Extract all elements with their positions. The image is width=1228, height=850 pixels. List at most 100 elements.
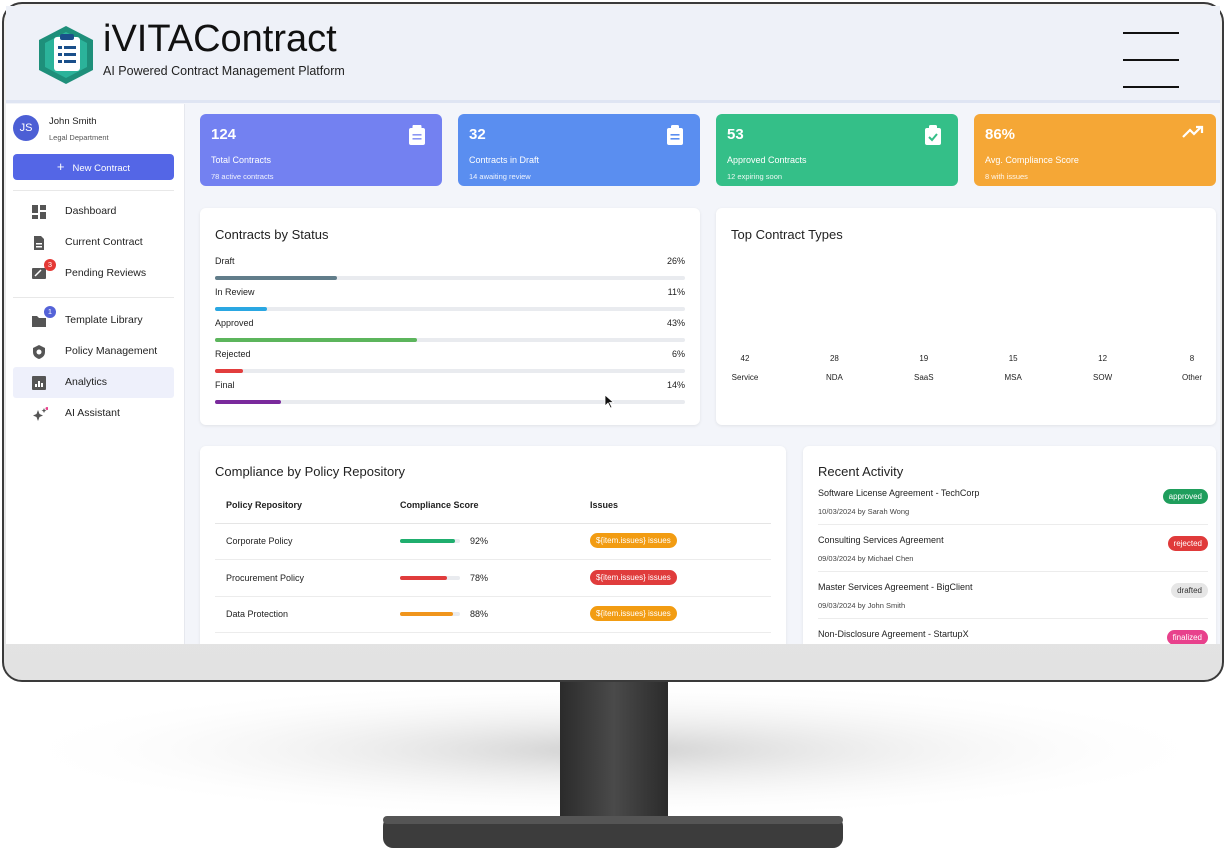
stat-label: Approved Contracts bbox=[727, 155, 807, 165]
card-title: Recent Activity bbox=[818, 464, 904, 479]
column-header: Compliance Score bbox=[400, 500, 479, 510]
type-label: NDA bbox=[825, 373, 843, 382]
stat-icon-shape bbox=[1182, 125, 1204, 138]
new-contract-button[interactable]: + New Contract bbox=[13, 154, 174, 180]
nav-icon-shape bbox=[32, 376, 46, 390]
status-pill: finalized bbox=[1166, 630, 1208, 644]
stat-icon bbox=[924, 125, 946, 145]
type-label: Other bbox=[1181, 373, 1202, 382]
nav-item[interactable]: AI Assistant bbox=[13, 398, 174, 429]
nav-item[interactable]: Pending Reviews 3 bbox=[13, 258, 174, 289]
stat-card: 32 Contracts in Draft 14 awaiting review bbox=[458, 114, 700, 186]
nav-icon-shape bbox=[32, 205, 46, 219]
type-count: 28 bbox=[829, 354, 839, 363]
nav-icon-shape bbox=[32, 316, 46, 327]
stat-card: 86% Avg. Compliance Score 8 with issues bbox=[974, 114, 1216, 186]
issues-pill: ${item.issues} issues bbox=[590, 533, 677, 548]
header-divider bbox=[6, 100, 1220, 103]
nav-icon bbox=[32, 236, 48, 252]
policy-name: Data Protection bbox=[226, 609, 289, 619]
activity-title: Software License Agreement - TechCorp bbox=[818, 488, 980, 498]
status-bar bbox=[215, 338, 418, 342]
status-track bbox=[215, 400, 685, 404]
score-bar bbox=[400, 575, 447, 580]
status-pill: drafted bbox=[1171, 583, 1208, 598]
screen: iVITAContract AI Powered Contract Manage… bbox=[6, 6, 1220, 644]
type-label: Service bbox=[731, 373, 759, 382]
score-track bbox=[400, 575, 460, 580]
status-track bbox=[215, 369, 685, 373]
menu-button[interactable] bbox=[1123, 30, 1181, 92]
type-label: SOW bbox=[1093, 373, 1113, 382]
status-track bbox=[215, 307, 685, 311]
stat-note: 14 awaiting review bbox=[469, 172, 531, 181]
monitor-stand bbox=[4, 680, 1224, 848]
nav-icon bbox=[32, 345, 48, 361]
stat-icon-shape bbox=[667, 125, 683, 145]
nav-badge: 1 bbox=[44, 306, 56, 318]
nav-label: Policy Management bbox=[65, 345, 158, 357]
nav-badge: 3 bbox=[44, 259, 56, 271]
stat-value: 86% bbox=[985, 126, 1016, 143]
nav-item[interactable]: Policy Management bbox=[13, 336, 174, 367]
issues-pill: ${item.issues} issues bbox=[590, 606, 677, 621]
issues-pill: ${item.issues} issues bbox=[590, 569, 677, 585]
nav-label: Analytics bbox=[65, 376, 108, 388]
column-header: Policy Repository bbox=[226, 500, 303, 510]
nav-icon bbox=[32, 205, 48, 221]
status-percent: 43% bbox=[666, 318, 685, 328]
nav-label: Dashboard bbox=[65, 205, 117, 217]
stat-note: 12 expiring soon bbox=[727, 172, 783, 181]
stat-label: Contracts in Draft bbox=[469, 155, 540, 165]
nav-icon bbox=[32, 314, 48, 330]
nav-item[interactable]: Dashboard bbox=[13, 196, 174, 227]
status-label: Approved bbox=[215, 318, 254, 328]
status-percent: 11% bbox=[667, 287, 685, 297]
compliance-card: Compliance by Policy Repository Policy Re… bbox=[200, 446, 786, 644]
nav-label: AI Assistant bbox=[65, 407, 120, 419]
mouse-cursor-shape bbox=[604, 394, 615, 409]
app-subtitle: AI Powered Contract Management Platform bbox=[103, 64, 345, 78]
type-count: 12 bbox=[1098, 354, 1108, 363]
status-pill: approved bbox=[1162, 489, 1208, 504]
nav-icon-shape bbox=[32, 268, 46, 279]
type-label: SaaS bbox=[914, 373, 934, 382]
status-label: Draft bbox=[215, 256, 235, 266]
activity-meta: 09/03/2024 by John Smith bbox=[818, 601, 906, 610]
policy-name: Corporate Policy bbox=[226, 536, 293, 546]
type-label: MSA bbox=[1004, 373, 1022, 382]
nav-label: Pending Reviews bbox=[65, 267, 147, 279]
score-track bbox=[400, 612, 460, 616]
status-percent: 26% bbox=[666, 256, 685, 266]
nav-item[interactable]: Template Library 1 bbox=[13, 305, 174, 336]
score-track bbox=[400, 539, 460, 543]
stat-note: 8 with issues bbox=[985, 172, 1028, 181]
nav-icon bbox=[32, 376, 48, 392]
nav-item[interactable]: Current Contract bbox=[13, 227, 174, 258]
stat-card: 53 Approved Contracts 12 expiring soon bbox=[716, 114, 958, 186]
divider bbox=[13, 297, 174, 298]
logo bbox=[39, 26, 93, 84]
row-divider bbox=[215, 559, 771, 560]
mouse-cursor bbox=[604, 394, 616, 410]
activity-title: Master Services Agreement - BigClient bbox=[818, 582, 973, 592]
stat-note: 78 active contracts bbox=[211, 172, 274, 181]
card-title: Top Contract Types bbox=[731, 227, 843, 242]
stat-icon bbox=[1182, 125, 1204, 145]
card-title: Compliance by Policy Repository bbox=[215, 464, 406, 479]
nav-label: Current Contract bbox=[65, 236, 143, 248]
type-count: 15 bbox=[1008, 354, 1018, 363]
stat-label: Avg. Compliance Score bbox=[985, 155, 1079, 165]
stat-label: Total Contracts bbox=[211, 155, 272, 165]
header: iVITAContract AI Powered Contract Manage… bbox=[6, 6, 1220, 100]
type-count: 19 bbox=[919, 354, 929, 363]
score-bar bbox=[400, 539, 456, 543]
score-label: 88% bbox=[470, 609, 489, 619]
status-bar bbox=[215, 276, 338, 280]
nav-item[interactable]: Analytics bbox=[13, 367, 174, 398]
status-percent: 14% bbox=[666, 380, 685, 390]
nav-icon bbox=[32, 267, 48, 283]
row-divider bbox=[818, 524, 1208, 525]
status-card: Contracts by Status Draft 26% In Review 11% A… bbox=[200, 208, 700, 425]
